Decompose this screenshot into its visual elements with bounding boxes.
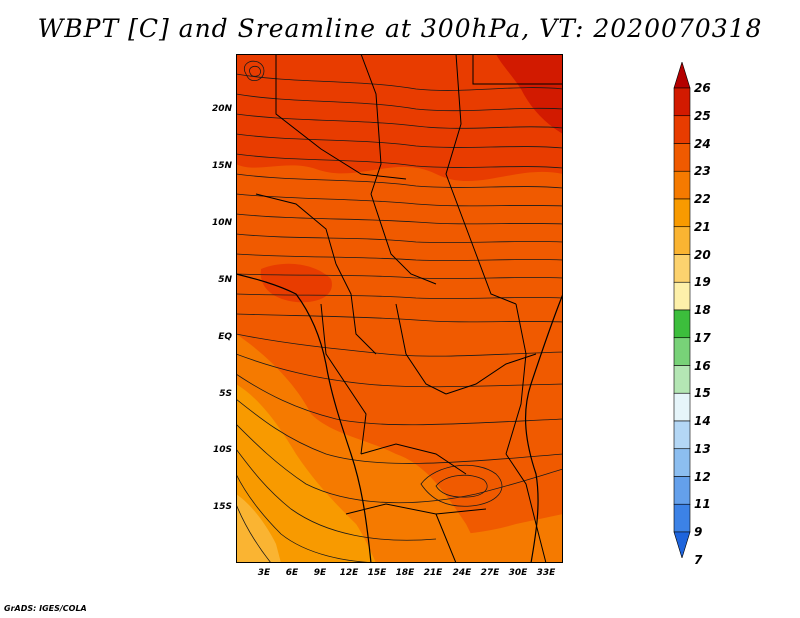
lon-label: 33E	[536, 568, 556, 578]
colorbar-label: 13	[694, 441, 711, 456]
colorbar-swatch	[673, 420, 691, 450]
colorbar-label: 24	[694, 136, 711, 151]
colorbar-label: 20	[694, 247, 711, 262]
colorbar-swatch	[673, 309, 691, 339]
lon-label: 30E	[508, 568, 528, 578]
colorbar-label: 18	[694, 303, 711, 317]
map-canvas	[236, 54, 563, 563]
colorbar-swatch	[673, 503, 691, 533]
colorbar-label: 12	[694, 469, 711, 484]
colorbar-swatch	[673, 254, 691, 283]
lat-label: 10S	[212, 445, 232, 455]
field-band-south	[376, 514, 563, 563]
lon-label: 3E	[257, 568, 271, 578]
lat-label: 5N	[218, 275, 232, 285]
colorbar-swatch	[673, 226, 691, 255]
east-coastline	[524, 293, 563, 563]
colorbar-label: 26	[694, 81, 711, 95]
grads-credit: GrADS: IGES/COLA	[4, 604, 87, 613]
colorbar	[672, 60, 692, 562]
colorbar-swatch	[673, 87, 691, 117]
colorbar-label: 23	[694, 164, 711, 179]
lon-label: 15E	[367, 568, 387, 578]
lon-label: 12E	[339, 568, 359, 578]
lat-label: 5S	[219, 389, 232, 399]
field-band-25	[496, 54, 563, 134]
lon-label: 18E	[395, 568, 415, 578]
colorbar-label: 25	[694, 108, 711, 123]
lat-label: 15N	[211, 161, 232, 171]
colorbar-label: 15	[694, 386, 711, 401]
colorbar-label: 11	[694, 497, 711, 512]
colorbar-swatch	[673, 392, 691, 422]
colorbar-label: 19	[694, 275, 711, 290]
colorbar-label: 17	[694, 330, 711, 345]
lat-label: EQ	[218, 332, 232, 342]
lat-label: 10N	[211, 218, 232, 228]
lat-label: 20N	[211, 104, 232, 114]
west-coastline	[236, 273, 372, 563]
colorbar-swatch	[673, 115, 691, 144]
map-panel	[236, 54, 563, 563]
colorbar-swatch	[673, 198, 691, 228]
colorbar-label: 16	[694, 358, 711, 373]
lon-label: 9E	[313, 568, 327, 578]
field-band-21	[236, 384, 376, 563]
chart-title: WBPT [C] and Sreamline at 300hPa, VT: 20…	[37, 14, 763, 43]
colorbar-label: 7	[694, 552, 703, 567]
lat-label: 15S	[212, 502, 232, 512]
colorbar-swatch	[673, 143, 691, 172]
colorbar-label: 21	[694, 219, 711, 234]
field-band-24	[236, 54, 563, 182]
colorbar-swatch	[673, 476, 691, 505]
field-band-20	[236, 494, 281, 563]
country-borders	[255, 54, 563, 563]
lon-label: 21E	[423, 568, 443, 578]
field-blob-west	[260, 263, 332, 303]
colorbar-swatch	[673, 170, 691, 200]
colorbar-max-triangle	[673, 60, 691, 89]
lon-label: 27E	[480, 568, 500, 578]
colorbar-swatch	[673, 337, 691, 366]
colorbar-label: 14	[694, 414, 711, 428]
lon-label: 24E	[452, 568, 472, 578]
colorbar-swatch	[673, 448, 691, 477]
colorbar-label: 9	[694, 525, 703, 539]
colorbar-swatches	[673, 60, 691, 560]
colorbar-swatch	[673, 365, 691, 394]
lon-label: 6E	[285, 568, 299, 578]
colorbar-label: 22	[694, 192, 711, 206]
map-frame	[236, 54, 563, 563]
colorbar-min-triangle	[673, 531, 691, 560]
streamlines	[236, 60, 563, 563]
colorbar-swatch	[673, 281, 691, 311]
